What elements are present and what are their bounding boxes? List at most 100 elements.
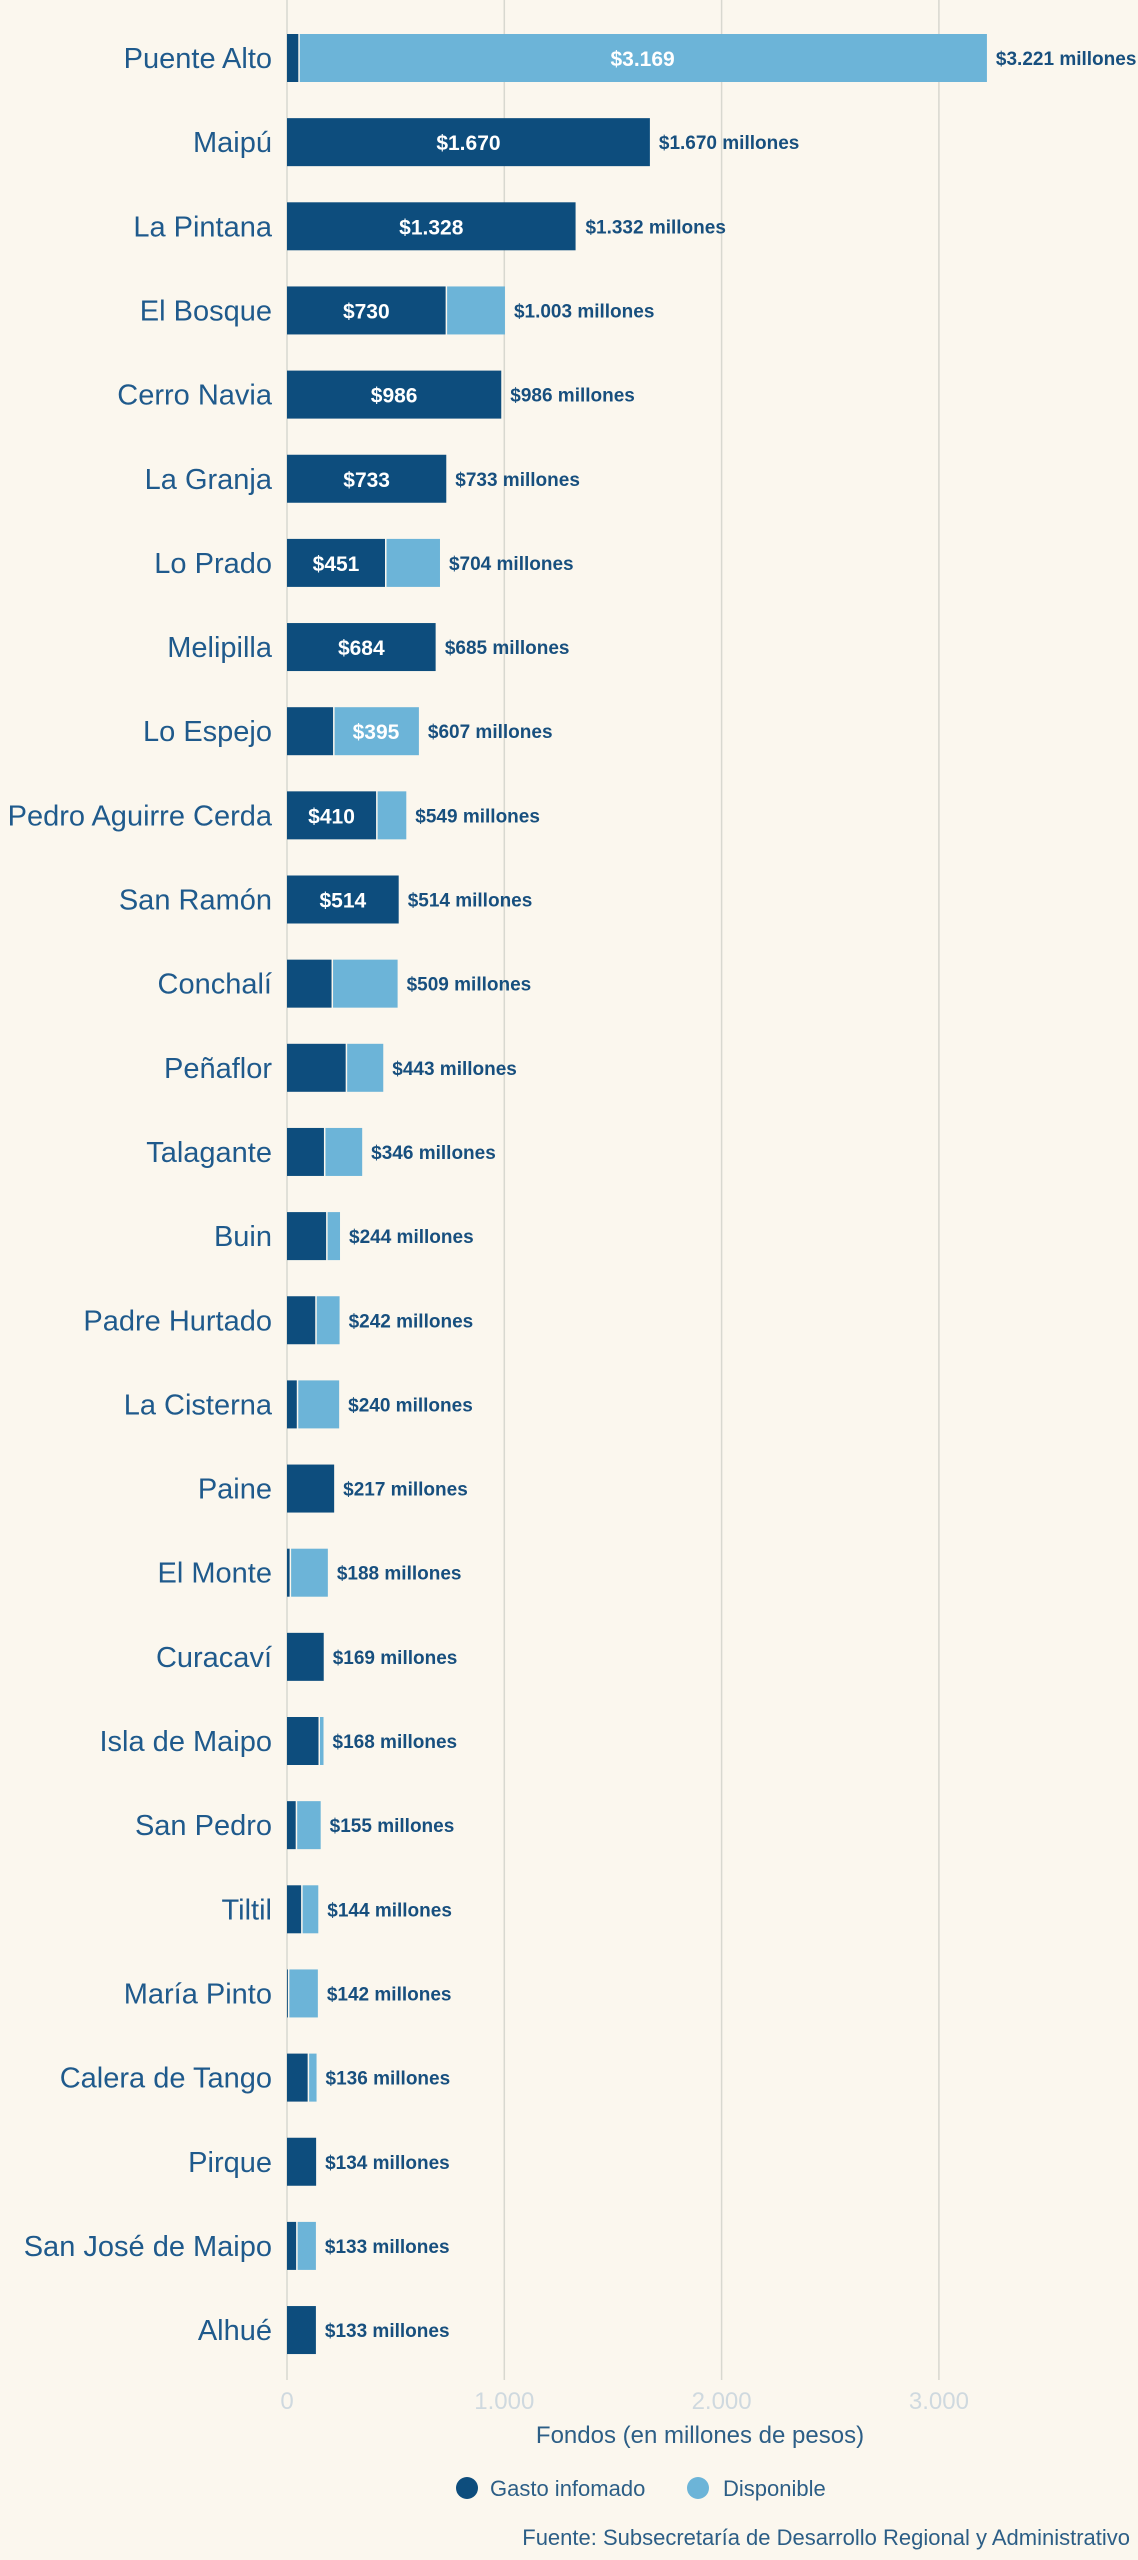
bar-value-label: $3.169	[610, 48, 674, 71]
bar-spent	[287, 2306, 316, 2355]
bar-spent	[287, 875, 399, 924]
category-label: Lo Espejo	[143, 716, 272, 748]
x-axis: 0 1.000 2.000 3.000	[280, 2388, 969, 2415]
x-tick-label: 3.000	[909, 2388, 969, 2415]
legend-label-spent: Gasto infomado	[490, 2476, 645, 2501]
category-label: Buin	[214, 1221, 272, 1253]
bar-available	[299, 34, 987, 82]
category-label: Curacaví	[156, 1642, 272, 1674]
bar-total-label: $144 millones	[327, 1900, 452, 1921]
category-label: Cerro Navia	[117, 380, 273, 412]
legend-swatch-spent	[456, 2477, 478, 2499]
source-note: Fuente: Subsecretaría de Desarrollo Regi…	[522, 2525, 1130, 2550]
bar-total-label: $986 millones	[510, 386, 635, 407]
bar-spent	[287, 370, 502, 419]
bar-total-label: $514 millones	[408, 891, 533, 912]
legend: Gasto infomado Disponible	[456, 2476, 826, 2501]
bar-value-label: $986	[371, 385, 418, 408]
bar-total-label: $346 millones	[371, 1143, 496, 1164]
bar-spent	[287, 1127, 324, 1176]
bar-spent	[287, 202, 576, 251]
x-tick-label: 0	[280, 2388, 293, 2415]
category-label: San José de Maipo	[24, 2231, 272, 2263]
bar-total-label: $242 millones	[349, 1311, 474, 1332]
bar-spent	[287, 1717, 319, 1765]
bar-total-label: $685 millones	[445, 638, 570, 659]
category-label: Pirque	[188, 2147, 272, 2179]
bar-spent	[287, 118, 650, 167]
bar-available	[302, 1885, 319, 1934]
bar-available	[377, 791, 407, 840]
bar-value-label: $451	[313, 553, 360, 576]
category-label: Calera de Tango	[60, 2063, 272, 2095]
bar-total-label: $509 millones	[407, 975, 532, 996]
category-label: Padre Hurtado	[83, 1305, 272, 1337]
bar-available	[309, 2053, 317, 2102]
x-axis-title: Fondos (en millones de pesos)	[536, 2422, 864, 2449]
bar-available	[347, 1043, 384, 1092]
bar-total-label: $155 millones	[330, 1816, 455, 1837]
bar-available	[297, 1801, 321, 1850]
bar-available	[325, 1127, 363, 1176]
category-label: La Cisterna	[124, 1389, 273, 1421]
bar-total-label: $240 millones	[348, 1395, 473, 1416]
legend-swatch-available	[687, 2477, 709, 2499]
category-label: María Pinto	[124, 1978, 272, 2010]
bar-total-label: $244 millones	[349, 1227, 474, 1248]
bar-spent	[287, 1212, 327, 1261]
category-label: Tiltil	[222, 1894, 272, 1926]
bar-spent	[287, 1885, 302, 1934]
bar-spent	[287, 1043, 346, 1092]
x-tick-label: 2.000	[692, 2388, 752, 2415]
bar-available	[447, 286, 505, 335]
bar-spent	[287, 707, 334, 756]
bar-total-label: $3.221 millones	[996, 49, 1136, 70]
legend-label-available: Disponible	[723, 2476, 826, 2501]
bar-spent	[287, 2053, 308, 2102]
category-label: Lo Prado	[154, 548, 272, 580]
category-label: La Pintana	[133, 211, 273, 243]
bar-spent	[287, 623, 436, 672]
labels: Puente Alto $3.169 $3.221 millones Maipú $1.…	[8, 43, 1137, 2347]
bar-spent	[287, 1464, 335, 1513]
bar-spent	[287, 2137, 317, 2186]
category-label: Talagante	[146, 1137, 272, 1169]
category-label: Puente Alto	[124, 43, 272, 75]
bar-total-label: $549 millones	[415, 806, 540, 827]
category-label: Maipú	[193, 127, 272, 159]
bar-available	[297, 2221, 316, 2270]
bar-value-label: $733	[343, 469, 390, 492]
bar-total-label: $733 millones	[455, 470, 580, 491]
bar-total-label: $142 millones	[327, 1984, 452, 2005]
category-label: La Granja	[145, 464, 273, 496]
category-label: Alhué	[198, 2315, 272, 2347]
bar-available	[334, 707, 419, 756]
bar-available	[333, 959, 398, 1008]
category-label: El Bosque	[140, 295, 272, 327]
bar-spent	[287, 538, 386, 587]
bar-spent	[287, 1296, 316, 1345]
bar-spent	[287, 286, 446, 335]
bar-spent	[287, 2221, 297, 2270]
bar-spent	[287, 454, 447, 503]
category-label: Peñaflor	[164, 1053, 272, 1085]
bar-total-label: $168 millones	[333, 1732, 458, 1753]
bar-spent	[287, 1548, 290, 1597]
bar-total-label: $1.332 millones	[585, 217, 725, 238]
bar-total-label: $704 millones	[449, 554, 574, 575]
category-label: Conchalí	[158, 969, 272, 1001]
bar-spent	[287, 1801, 296, 1850]
category-label: Isla de Maipo	[100, 1726, 273, 1758]
bar-value-label: $730	[343, 300, 390, 323]
bar-total-label: $134 millones	[325, 2153, 450, 2174]
bar-spent	[287, 959, 332, 1008]
gridlines	[286, 0, 940, 2380]
bar-value-label: $684	[338, 637, 385, 660]
bar-value-label: $1.670	[436, 132, 500, 155]
bar-spent	[287, 34, 299, 82]
bar-value-label: $395	[353, 721, 400, 744]
bar-total-label: $217 millones	[343, 1480, 468, 1501]
bar-spent	[287, 1380, 297, 1429]
